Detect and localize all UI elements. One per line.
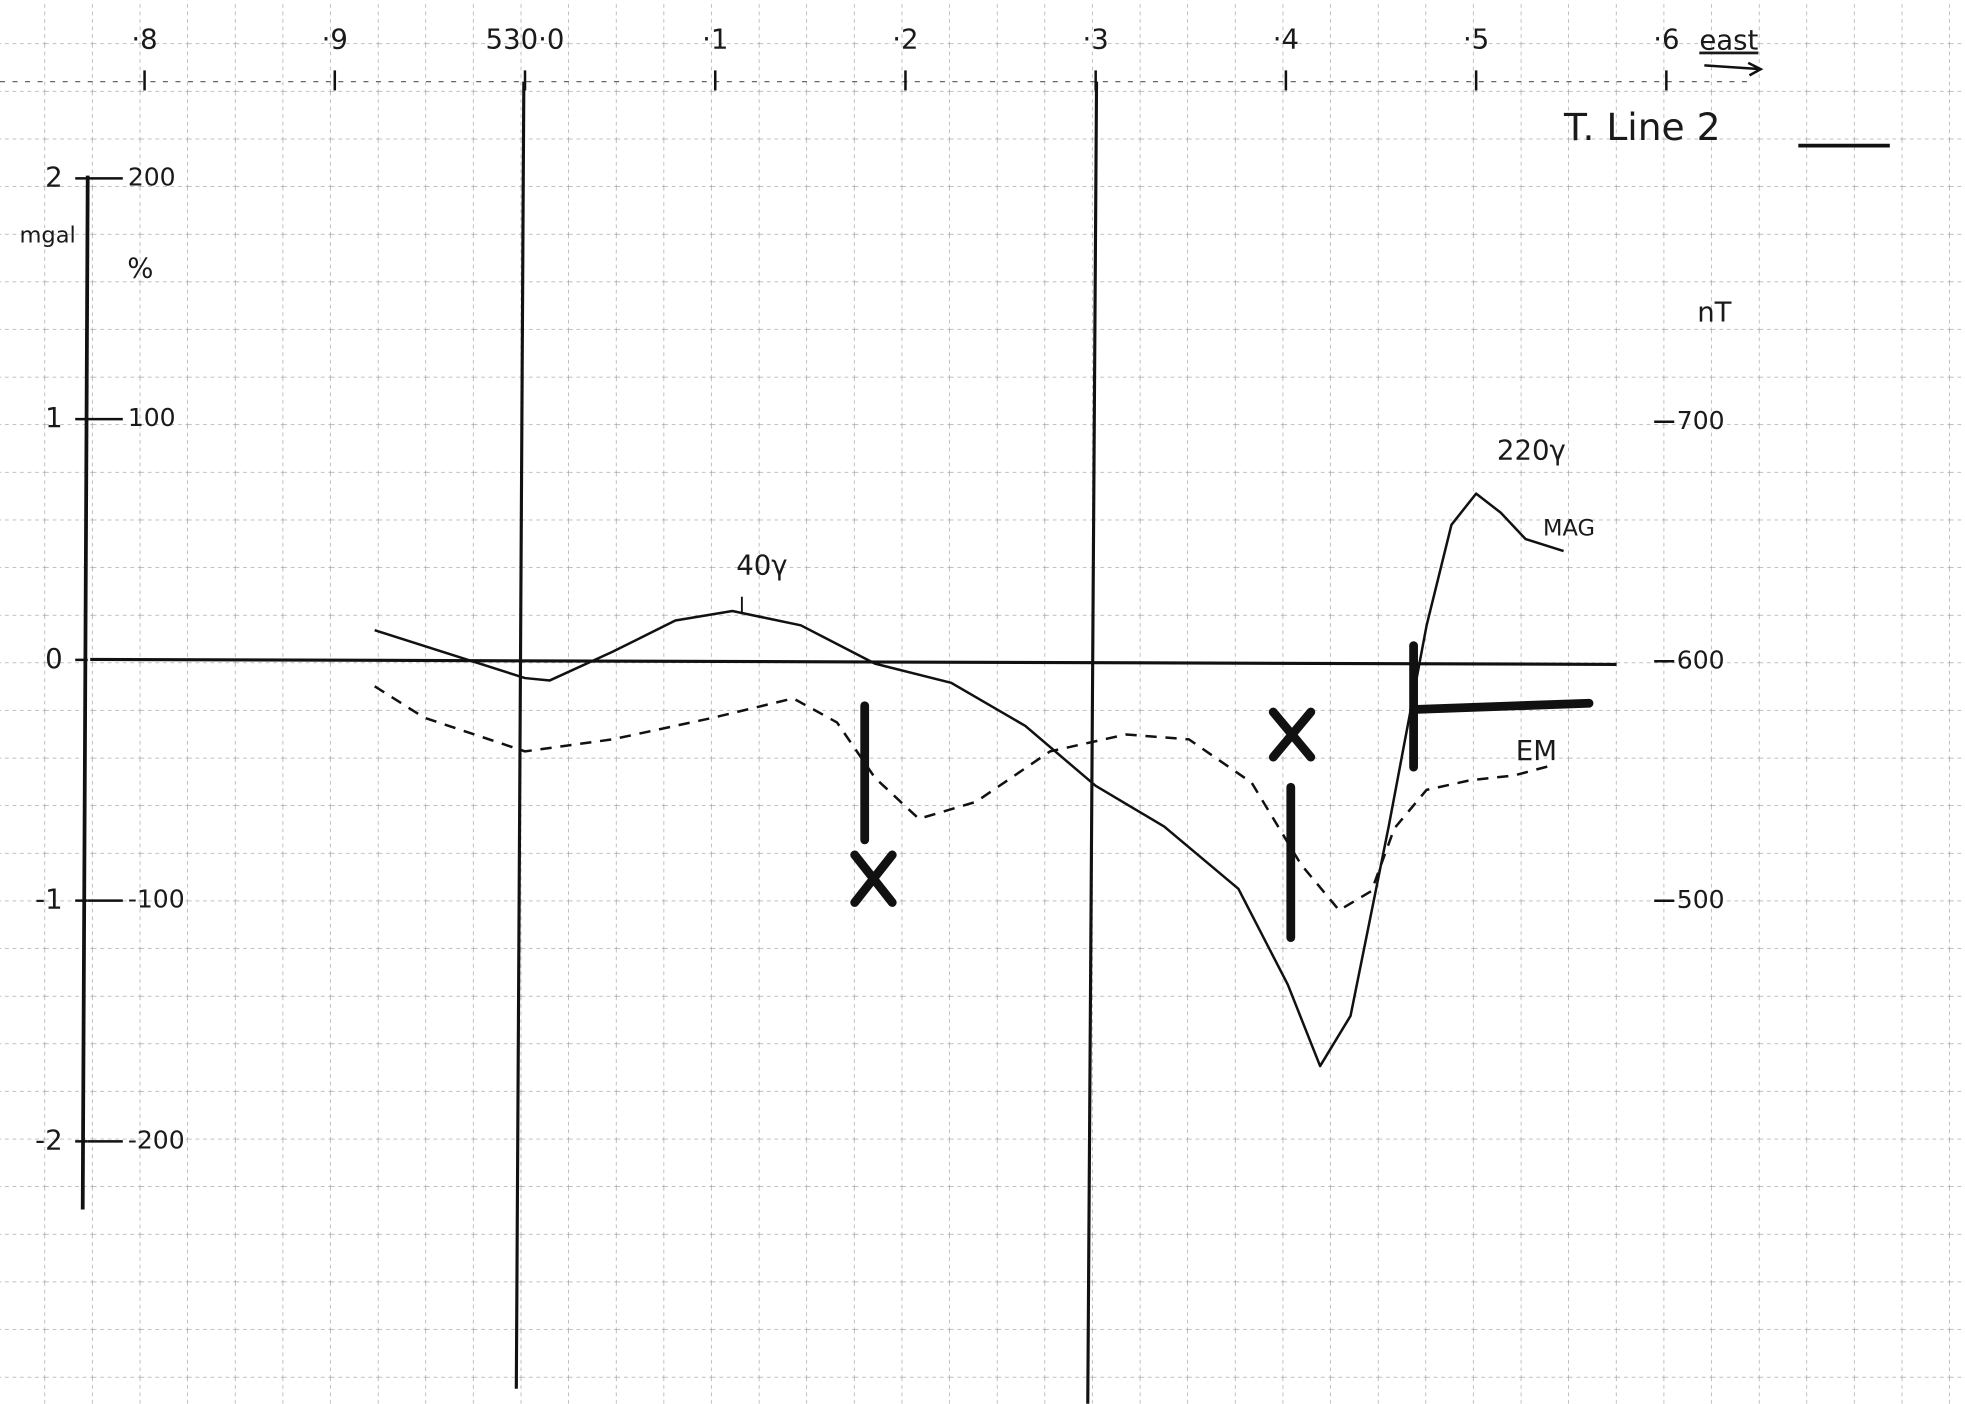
x-tick-label: ·9 <box>322 22 348 55</box>
page: T. Line 2 east % nT mgal 40γ 220γ MAG EM… <box>0 0 1965 1404</box>
x-tick-label: 530·0 <box>486 22 565 55</box>
y3-tick-label: 2 <box>45 160 63 193</box>
y2-tick-label: 700 <box>1677 406 1725 435</box>
x-tick-label: ·3 <box>1083 22 1109 55</box>
y3-axis-label: mgal <box>19 222 75 248</box>
chart: T. Line 2 east % nT mgal 40γ 220γ MAG EM… <box>0 0 1965 1404</box>
x-tick-label: ·8 <box>131 22 157 55</box>
y-axis-label: % <box>127 252 153 285</box>
x-tick-label: ·5 <box>1463 22 1489 55</box>
y3-tick-label: 0 <box>45 642 63 675</box>
series-label: EM <box>1516 734 1557 767</box>
y3-tick-label: -1 <box>35 883 62 916</box>
annotation: 40γ <box>736 549 787 582</box>
y-tick-label: -200 <box>128 1125 185 1154</box>
y-tick-label: 200 <box>128 162 176 191</box>
x-axis-label: east <box>1699 24 1758 57</box>
y2-tick-label: 600 <box>1677 645 1725 674</box>
y-tick-label: -100 <box>128 885 185 914</box>
y3-tick-label: -2 <box>35 1123 62 1156</box>
x-tick-label: ·6 <box>1653 22 1679 55</box>
annotation: 220γ <box>1497 433 1566 466</box>
x-tick-label: ·2 <box>892 22 918 55</box>
y-tick-label: 100 <box>128 403 176 432</box>
y3-tick-label: 1 <box>45 401 63 434</box>
series-label: MAG <box>1543 516 1595 542</box>
y2-tick-label: 500 <box>1677 885 1725 914</box>
x-tick-label: ·4 <box>1273 22 1299 55</box>
y2-axis-label: nT <box>1697 296 1731 329</box>
chart-title: T. Line 2 <box>1563 105 1721 149</box>
x-tick-label: ·1 <box>702 22 728 55</box>
